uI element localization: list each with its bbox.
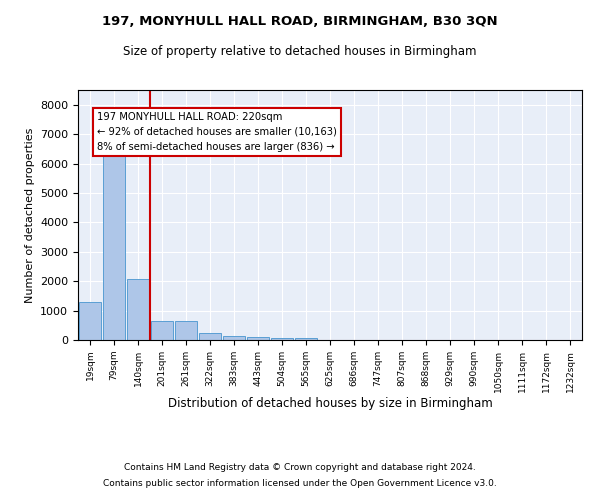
X-axis label: Distribution of detached houses by size in Birmingham: Distribution of detached houses by size … <box>167 398 493 410</box>
Text: 197 MONYHULL HALL ROAD: 220sqm
← 92% of detached houses are smaller (10,163)
8% : 197 MONYHULL HALL ROAD: 220sqm ← 92% of … <box>97 112 337 152</box>
Text: Size of property relative to detached houses in Birmingham: Size of property relative to detached ho… <box>123 45 477 58</box>
Bar <box>223 336 245 340</box>
Bar <box>175 322 197 340</box>
Text: Contains public sector information licensed under the Open Government Licence v3: Contains public sector information licen… <box>103 478 497 488</box>
Bar <box>103 148 125 340</box>
Bar <box>199 332 221 340</box>
Text: 197, MONYHULL HALL ROAD, BIRMINGHAM, B30 3QN: 197, MONYHULL HALL ROAD, BIRMINGHAM, B30… <box>102 15 498 28</box>
Bar <box>79 302 101 340</box>
Bar <box>127 279 149 340</box>
Y-axis label: Number of detached properties: Number of detached properties <box>25 128 35 302</box>
Text: Contains HM Land Registry data © Crown copyright and database right 2024.: Contains HM Land Registry data © Crown c… <box>124 464 476 472</box>
Bar <box>247 337 269 340</box>
Bar <box>295 338 317 340</box>
Bar <box>151 321 173 340</box>
Bar <box>271 338 293 340</box>
